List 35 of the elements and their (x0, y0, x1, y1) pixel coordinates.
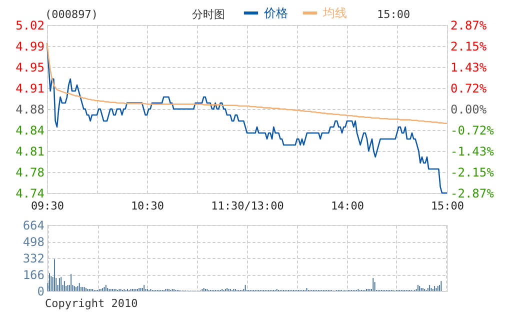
y-tick-label: 5.02 (16, 18, 44, 32)
y2-tick-label: -2.87% (450, 186, 495, 200)
legend-label: 价格 (263, 6, 288, 20)
y2-tick-label: 0.00% (450, 102, 488, 116)
y-tick-label: 498 (22, 235, 44, 249)
text: Copyright 2010 (45, 297, 138, 310)
chart-subtitle: 分时图 (192, 8, 225, 21)
x-tick-label: 10:30 (130, 200, 164, 212)
x-tick-label: 09:30 (30, 200, 64, 212)
y2-tick-label: -2.15% (450, 166, 495, 180)
x-tick-label: 15:00 (430, 200, 464, 212)
y2-tick-label: -0.72% (450, 124, 495, 138)
y-tick-label: 0 (37, 284, 44, 298)
y-tick-label: 166 (22, 268, 44, 282)
y-tick-label: 4.91 (16, 82, 44, 96)
y2-tick-label: 1.43% (450, 60, 488, 74)
y-tick-label: 4.74 (16, 186, 44, 200)
x-tick-label: 14:00 (330, 200, 364, 212)
y2-tick-label: -1.43% (450, 144, 495, 158)
y-tick-label: 4.88 (16, 102, 44, 116)
y-tick-label: 4.84 (16, 124, 44, 138)
y-tick-label: 4.81 (16, 144, 44, 158)
y-tick-label: 4.78 (16, 166, 44, 180)
y2-tick-label: 0.72% (450, 82, 488, 96)
legend-label: 均线 (322, 6, 347, 20)
y2-tick-label: 2.87% (450, 18, 488, 32)
y-tick-label: 664 (22, 218, 44, 232)
y2-tick-label: 2.15% (450, 40, 488, 54)
text: 15:00 (377, 8, 410, 21)
y-tick-label: 4.95 (16, 60, 44, 74)
x-tick-label: 11:30/13:00 (211, 200, 284, 212)
y-tick-label: 332 (22, 252, 44, 266)
y-tick-label: 4.99 (16, 40, 44, 54)
line-series (46, 42, 448, 124)
chart-title: (000897) (45, 8, 98, 21)
